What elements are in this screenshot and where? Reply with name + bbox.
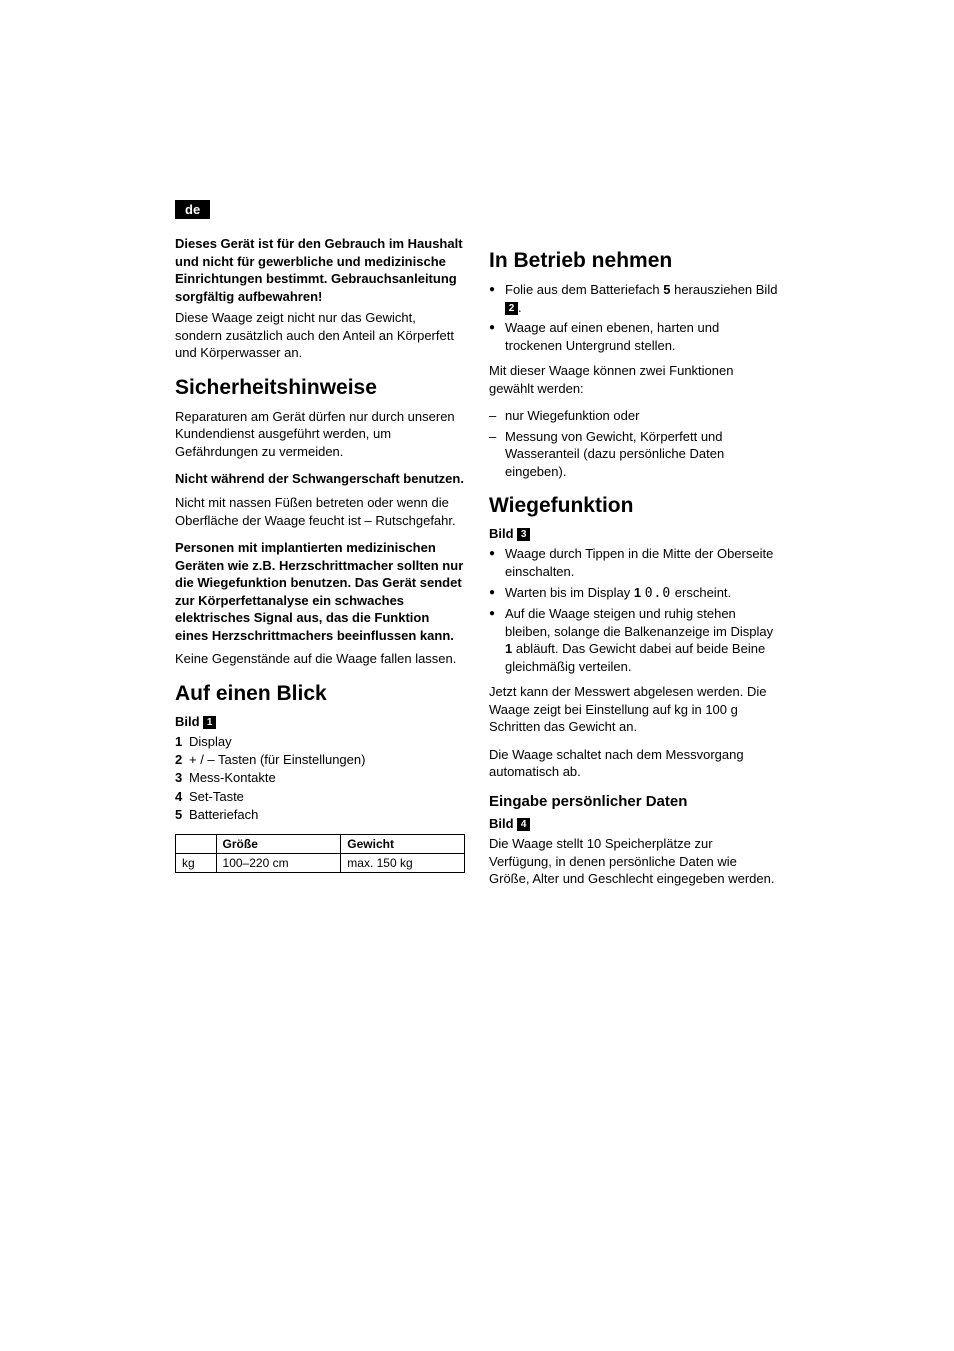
- list-item: Auf die Waage steigen und ruhig stehen b…: [489, 605, 779, 675]
- safety-p3: Keine Gegenstände auf die Waage fallen l…: [175, 650, 465, 668]
- startup-bullets: Folie aus dem Batteriefach 5 herausziehe…: [489, 281, 779, 354]
- weigh-p1: Jetzt kann der Messwert abgelesen werden…: [489, 683, 779, 736]
- table-row: kg 100–220 cm max. 150 kg: [176, 853, 465, 872]
- item-num: 2: [175, 751, 189, 769]
- list-item: Waage durch Tippen in die Mitte der Ober…: [489, 545, 779, 580]
- table-cell: max. 150 kg: [341, 853, 465, 872]
- list-item: 5Batteriefach: [175, 806, 465, 824]
- list-item: 4Set-Taste: [175, 788, 465, 806]
- table-cell: 100–220 cm: [216, 853, 341, 872]
- intro-text: Diese Waage zeigt nicht nur das Gewicht,…: [175, 309, 465, 362]
- lang-badge: de: [175, 200, 210, 219]
- list-item: 2+ / – Tasten (für Einstellungen): [175, 751, 465, 769]
- personal-heading: Eingabe persönlicher Daten: [489, 793, 779, 810]
- table-header: Gewicht: [341, 834, 465, 853]
- bild-badge-1: 1: [203, 716, 216, 729]
- personal-bild: Bild 4: [489, 816, 779, 831]
- safety-bold-1: Nicht während der Schwangerschaft benutz…: [175, 470, 465, 488]
- text: erscheint.: [671, 585, 731, 600]
- bild-label: Bild: [489, 526, 514, 541]
- weigh-bild: Bild 3: [489, 526, 779, 541]
- item-num: 4: [175, 788, 189, 806]
- list-item: Messung von Gewicht, Körperfett und Wass…: [489, 428, 779, 481]
- list-item: nur Wiegefunktion oder: [489, 407, 779, 425]
- bild-label: Bild: [489, 816, 514, 831]
- item-text: + / – Tasten (für Einstellungen): [189, 752, 365, 767]
- item-text: Set-Taste: [189, 789, 244, 804]
- item-num: 3: [175, 769, 189, 787]
- item-text: Mess-Kontakte: [189, 770, 276, 785]
- display-value: 0.0: [645, 586, 671, 601]
- safety-p2: Nicht mit nassen Füßen betreten oder wen…: [175, 494, 465, 529]
- bild-label: Bild: [175, 714, 200, 729]
- text: .: [518, 300, 522, 315]
- safety-bold-2: Personen mit implantierten medizinischen…: [175, 539, 465, 644]
- startup-heading: In Betrieb nehmen: [489, 249, 779, 273]
- bild-badge-4: 4: [517, 818, 530, 831]
- bild-badge-3: 3: [517, 528, 530, 541]
- parts-list: 1Display 2+ / – Tasten (für Einstellunge…: [175, 733, 465, 824]
- safety-heading: Sicherheitshinweise: [175, 376, 465, 400]
- two-column-layout: Dieses Gerät ist für den Gebrauch im Hau…: [175, 235, 779, 898]
- item-num: 5: [175, 806, 189, 824]
- list-item: Folie aus dem Batteriefach 5 herausziehe…: [489, 281, 779, 316]
- startup-p1: Mit dieser Waage können zwei Funktionen …: [489, 362, 779, 397]
- text: Warten bis im Display: [505, 585, 634, 600]
- text: Auf die Waage steigen und ruhig stehen b…: [505, 606, 773, 639]
- item-text: Display: [189, 734, 232, 749]
- table-cell: kg: [176, 853, 217, 872]
- personal-p1: Die Waage stellt 10 Speicherplätze zur V…: [489, 835, 779, 888]
- text: Folie aus dem Batteriefach: [505, 282, 663, 297]
- item-num: 1: [175, 733, 189, 751]
- list-item: 3Mess-Kontakte: [175, 769, 465, 787]
- table-row: Größe Gewicht: [176, 834, 465, 853]
- overview-bild: Bild 1: [175, 714, 465, 729]
- ref-num: 1: [634, 585, 641, 600]
- startup-dashes: nur Wiegefunktion oder Messung von Gewic…: [489, 407, 779, 480]
- overview-heading: Auf einen Blick: [175, 682, 465, 706]
- weigh-bullets: Waage durch Tippen in die Mitte der Ober…: [489, 545, 779, 675]
- weigh-p2: Die Waage schaltet nach dem Messvorgang …: [489, 746, 779, 781]
- item-text: Batteriefach: [189, 807, 258, 822]
- table-header: [176, 834, 217, 853]
- safety-p1: Reparaturen am Gerät dürfen nur durch un…: [175, 408, 465, 461]
- list-item: Warten bis im Display 1 0.0 erscheint.: [489, 584, 779, 603]
- weigh-heading: Wiegefunktion: [489, 494, 779, 518]
- list-item: Waage auf einen ebenen, harten und trock…: [489, 319, 779, 354]
- bild-badge-2: 2: [505, 302, 518, 315]
- table-header: Größe: [216, 834, 341, 853]
- right-column: In Betrieb nehmen Folie aus dem Batterie…: [489, 235, 779, 898]
- left-column: Dieses Gerät ist für den Gebrauch im Hau…: [175, 235, 465, 898]
- specs-table: Größe Gewicht kg 100–220 cm max. 150 kg: [175, 834, 465, 873]
- text: abläuft. Das Gewicht dabei auf beide Bei…: [505, 641, 765, 674]
- list-item: 1Display: [175, 733, 465, 751]
- text: herausziehen Bild: [670, 282, 777, 297]
- intro-bold: Dieses Gerät ist für den Gebrauch im Hau…: [175, 235, 465, 305]
